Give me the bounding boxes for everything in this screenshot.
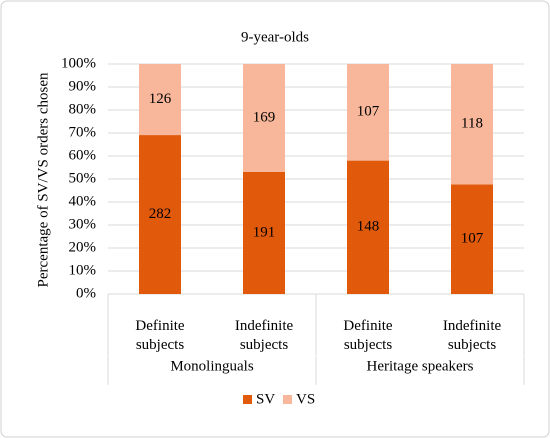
y-tick-label: 30% [69, 216, 97, 232]
chart-title: 9-year-olds [241, 29, 309, 45]
group-label: Monolinguals [170, 358, 253, 374]
bar-segment [243, 171, 285, 294]
x-tick-label: Definite subjects [343, 318, 393, 353]
y-tick-label: 0% [76, 285, 96, 301]
data-label: 191 [253, 224, 276, 240]
bar-segment [451, 64, 493, 185]
y-tick-label: 70% [69, 124, 97, 140]
y-tick-label: 10% [69, 262, 97, 278]
bar-segment [347, 64, 389, 161]
y-tick-label: 80% [69, 101, 97, 117]
y-tick-label: 50% [69, 170, 97, 186]
x-tick-label: Indefinite subjects [442, 318, 502, 353]
bar-segment [451, 184, 493, 294]
bar-segment [139, 64, 181, 136]
y-tick-label: 90% [69, 78, 97, 94]
y-tick-label: 20% [69, 239, 97, 255]
legend-label: SV [256, 391, 275, 407]
y-tick-label: 60% [69, 147, 97, 163]
data-label: 282 [149, 206, 172, 222]
y-tick-label: 100% [61, 55, 96, 71]
data-label: 107 [357, 104, 380, 120]
bar-segment [347, 160, 389, 294]
bar-segment [139, 135, 181, 294]
x-tick-label: Indefinite subjects [234, 318, 294, 353]
data-label: 126 [149, 91, 172, 107]
bar-segment [243, 64, 285, 172]
y-axis-label: Percentage of SV/VS orders chosen [35, 72, 51, 287]
data-label: 148 [357, 219, 380, 235]
data-label: 107 [461, 231, 484, 247]
data-label: 169 [253, 109, 276, 125]
group-label: Heritage speakers [366, 358, 473, 374]
data-label: 118 [461, 116, 483, 132]
y-tick-label: 40% [69, 193, 97, 209]
x-tick-label: Definite subjects [135, 318, 185, 353]
legend-swatch [283, 395, 292, 404]
legend-swatch [243, 395, 252, 404]
legend-label: VS [296, 391, 315, 407]
